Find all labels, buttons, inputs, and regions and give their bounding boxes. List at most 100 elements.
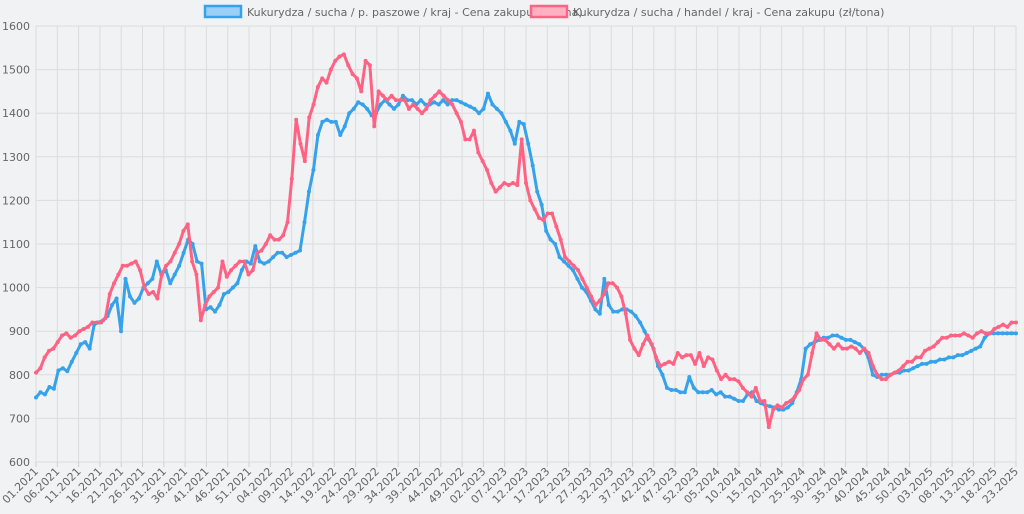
data-point[interactable] [177,242,182,246]
data-point[interactable] [432,93,437,98]
data-point[interactable] [47,385,52,390]
data-point[interactable] [602,292,607,297]
data-point[interactable] [406,106,411,111]
data-point[interactable] [645,333,650,338]
data-point[interactable] [463,137,468,142]
legend-item[interactable]: Kukurydza / sucha / p. paszowe / kraj - … [203,4,583,19]
data-point[interactable] [90,320,95,325]
data-point[interactable] [389,93,394,98]
data-point[interactable] [576,268,581,273]
data-point[interactable] [467,137,472,142]
data-point[interactable] [181,250,186,255]
data-point[interactable] [471,128,476,133]
data-point[interactable] [217,303,222,308]
data-point[interactable] [428,98,433,103]
data-point[interactable] [168,259,173,264]
data-point[interactable] [376,89,381,94]
data-point[interactable] [441,93,446,98]
data-point[interactable] [216,285,221,290]
data-point[interactable] [955,353,960,358]
data-point[interactable] [632,346,637,351]
data-point[interactable] [667,359,672,364]
data-point[interactable] [60,366,65,371]
data-point[interactable] [55,340,60,345]
data-point[interactable] [517,119,522,124]
data-point[interactable] [65,369,70,374]
data-point[interactable] [723,394,728,399]
data-point[interactable] [333,58,338,63]
data-point[interactable] [562,259,567,264]
data-point[interactable] [493,189,498,194]
data-point[interactable] [463,102,468,107]
data-point[interactable] [719,377,724,382]
data-point[interactable] [723,372,728,377]
data-point[interactable] [199,261,204,266]
data-point[interactable] [579,285,584,290]
data-point[interactable] [347,111,352,116]
data-point[interactable] [51,346,56,351]
data-point[interactable] [320,119,325,124]
data-point[interactable] [164,263,169,268]
data-point[interactable] [432,100,437,105]
data-point[interactable] [953,333,958,338]
data-point[interactable] [436,102,441,107]
data-point[interactable] [758,398,763,403]
data-point[interactable] [844,346,849,351]
data-point[interactable] [788,398,793,403]
data-point[interactable] [762,398,767,403]
data-point[interactable] [276,237,281,242]
data-point[interactable] [992,327,997,332]
data-point[interactable] [831,346,836,351]
data-point[interactable] [638,320,643,325]
data-point[interactable] [311,167,316,172]
data-point[interactable] [909,359,914,364]
data-point[interactable] [641,342,646,347]
data-point[interactable] [902,368,907,373]
data-point[interactable] [120,263,125,268]
data-point[interactable] [302,220,307,225]
data-point[interactable] [911,366,916,371]
data-point[interactable] [263,242,268,246]
data-point[interactable] [857,351,862,355]
data-point[interactable] [268,233,273,238]
data-point[interactable] [224,274,229,279]
data-point[interactable] [675,351,680,355]
data-point[interactable] [973,346,978,351]
data-point[interactable] [387,102,392,107]
data-point[interactable] [103,316,108,321]
data-point[interactable] [879,372,884,377]
data-point[interactable] [1014,320,1018,325]
data-point[interactable] [99,320,104,325]
data-point[interactable] [784,401,789,406]
data-point[interactable] [320,76,325,81]
data-point[interactable] [521,122,526,127]
data-point[interactable] [237,259,242,264]
data-point[interactable] [34,370,38,375]
data-point[interactable] [718,390,723,395]
data-point[interactable] [83,340,88,345]
data-point[interactable] [302,159,307,164]
data-point[interactable] [814,331,819,336]
data-point[interactable] [866,351,871,355]
data-point[interactable] [194,272,199,277]
data-point[interactable] [354,76,359,81]
data-point[interactable] [250,268,255,273]
data-point[interactable] [688,353,693,358]
data-point[interactable] [550,211,555,216]
data-point[interactable] [127,294,132,299]
data-point[interactable] [107,292,112,297]
data-point[interactable] [687,374,692,379]
data-point[interactable] [818,337,823,342]
data-point[interactable] [181,228,186,233]
data-point[interactable] [892,370,897,375]
data-point[interactable] [554,224,559,229]
data-point[interactable] [740,385,745,390]
data-point[interactable] [805,372,810,377]
data-point[interactable] [400,93,405,98]
data-point[interactable] [862,346,867,351]
data-point[interactable] [660,372,665,377]
data-point[interactable] [146,292,151,297]
data-point[interactable] [808,342,813,347]
data-point[interactable] [853,346,858,351]
data-point[interactable] [203,303,208,308]
